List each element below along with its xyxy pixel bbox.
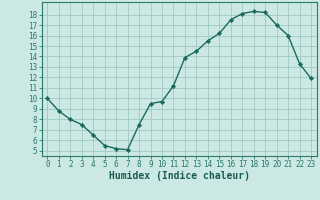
X-axis label: Humidex (Indice chaleur): Humidex (Indice chaleur) [109, 171, 250, 181]
